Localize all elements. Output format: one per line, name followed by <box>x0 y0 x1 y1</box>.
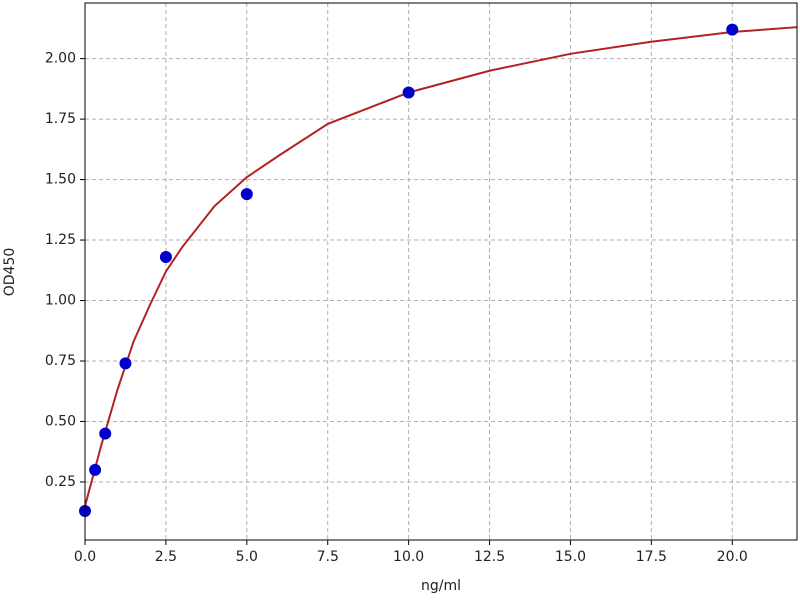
plot-frame <box>84 2 798 541</box>
y-tick-label: 1.50 <box>45 172 76 188</box>
x-tick-label: 20.0 <box>717 549 748 565</box>
data-point <box>402 86 415 99</box>
x-tick-label: 10.0 <box>393 549 424 565</box>
data-point <box>119 357 132 370</box>
y-tick-label: 0.50 <box>45 413 76 429</box>
data-point <box>159 250 172 263</box>
y-tick-label: 1.75 <box>45 111 76 127</box>
data-point <box>99 427 112 440</box>
x-tick-label: 7.5 <box>317 549 339 565</box>
data-point <box>89 463 102 476</box>
fit-curve <box>84 26 798 507</box>
x-axis-label: ng/ml <box>421 578 461 594</box>
x-tick-label: 12.5 <box>474 549 505 565</box>
y-tick-label: 1.25 <box>45 232 76 248</box>
x-tick-label: 2.5 <box>155 549 177 565</box>
y-tick-label: 2.00 <box>45 51 76 67</box>
y-tick-label: 0.25 <box>45 474 76 490</box>
data-point <box>726 23 739 36</box>
x-tick-label: 0.0 <box>74 549 96 565</box>
x-tick-label: 17.5 <box>636 549 667 565</box>
y-tick-label: 0.75 <box>45 353 76 369</box>
y-axis-label: OD450 <box>2 248 18 297</box>
data-point <box>240 188 253 201</box>
y-tick-label: 1.00 <box>45 293 76 309</box>
x-tick-label: 5.0 <box>236 549 258 565</box>
x-tick-label: 15.0 <box>555 549 586 565</box>
